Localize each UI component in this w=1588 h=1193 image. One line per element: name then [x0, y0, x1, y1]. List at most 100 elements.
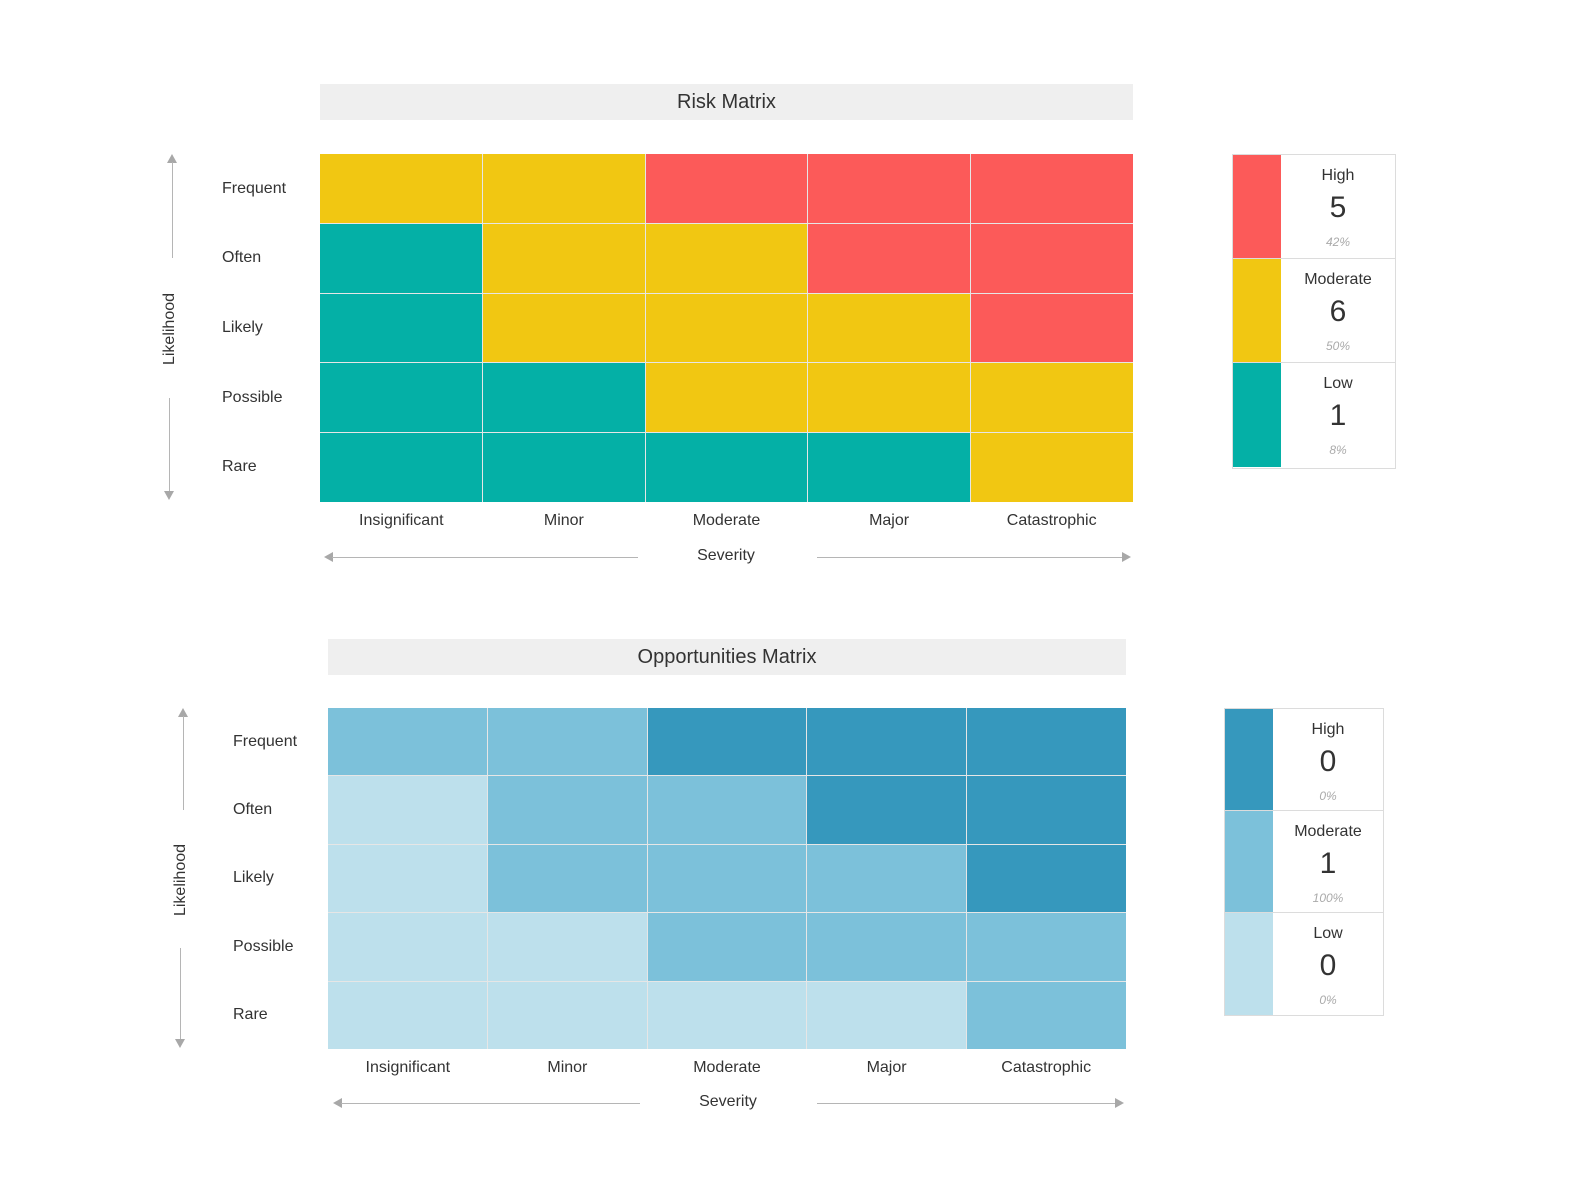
legend-count: 0 [1319, 745, 1337, 778]
legend-percent: 100% [1312, 891, 1344, 905]
legend-percent: 42% [1325, 235, 1351, 249]
matrix-cell-high [808, 154, 971, 223]
legend-swatch [1233, 259, 1281, 362]
y-tick-label: Frequent [222, 179, 287, 197]
matrix-cell-moderate [808, 293, 971, 363]
matrix-cell-high [807, 708, 967, 776]
matrix-cell-moderate [808, 363, 971, 433]
x-tick-label: Minor [547, 1059, 588, 1076]
matrix-cell-low [487, 913, 647, 981]
x-axis-arrow-line [341, 1103, 640, 1104]
matrix-cell-high [807, 776, 967, 844]
legend-item-low: Low 1 8% [1233, 363, 1395, 467]
matrix-cell-moderate [320, 154, 482, 223]
matrix-cell-low [320, 223, 482, 293]
matrix-cell-moderate [328, 708, 487, 776]
matrix-cell-high [967, 844, 1126, 913]
legend-count: 1 [1329, 399, 1347, 432]
legend-percent: 8% [1329, 443, 1347, 457]
legend-percent: 0% [1319, 993, 1337, 1007]
y-tick-label: Likely [233, 869, 274, 887]
x-tick-label: Catastrophic [1001, 1059, 1092, 1076]
legend-text: Moderate 6 50% [1281, 259, 1395, 362]
legend-text: Low 0 0% [1273, 913, 1383, 1015]
matrix-cell-moderate [487, 844, 647, 913]
y-axis-arrow-line [183, 716, 184, 810]
matrix-cell-moderate [482, 154, 645, 223]
x-axis-arrow-left-icon [324, 552, 333, 562]
matrix-cell-high [808, 223, 971, 293]
matrix-cell-moderate [645, 223, 808, 293]
legend-swatch [1225, 913, 1273, 1015]
legend-label: Low [1323, 375, 1353, 392]
y-tick-label: Often [222, 249, 262, 267]
x-axis-title: Severity [699, 1093, 757, 1110]
y-tick-label: Possible [222, 388, 283, 406]
matrix-cell-high [971, 223, 1133, 293]
x-tick-label: Minor [543, 512, 584, 529]
x-axis-arrow-line [817, 557, 1123, 558]
matrix-cell-low [808, 433, 971, 502]
matrix-cell-high [647, 708, 807, 776]
matrix-cell-low [328, 981, 487, 1049]
y-axis-arrow-line [169, 398, 170, 492]
matrix-cell-moderate [807, 844, 967, 913]
legend-percent: 50% [1325, 339, 1351, 353]
matrix-cell-high [967, 708, 1126, 776]
x-tick-label: Insignificant [359, 512, 444, 529]
x-tick-label: Major [869, 512, 910, 529]
legend-text: Moderate 1 100% [1273, 811, 1383, 912]
opportunities-matrix-grid [328, 708, 1126, 1049]
matrix-cell-low [645, 433, 808, 502]
matrix-cell-moderate [647, 844, 807, 913]
y-tick-label: Frequent [233, 733, 298, 751]
y-axis-arrow-line [180, 948, 181, 1040]
matrix-cell-low [482, 433, 645, 502]
legend-percent: 0% [1319, 789, 1337, 803]
y-axis-arrow-down-icon [175, 1039, 185, 1048]
legend-text: High 0 0% [1273, 709, 1383, 810]
matrix-cell-low [328, 776, 487, 844]
y-tick-label: Rare [222, 458, 257, 476]
legend-label: Low [1313, 925, 1343, 942]
legend-count: 1 [1319, 847, 1337, 880]
matrix-cell-moderate [967, 913, 1126, 981]
x-axis-arrow-line [332, 557, 638, 558]
x-tick-label: Insignificant [365, 1059, 451, 1076]
matrix-cell-low [482, 363, 645, 433]
legend-item-low: Low 0 0% [1225, 913, 1383, 1015]
matrix-cell-moderate [647, 776, 807, 844]
matrix-cell-moderate [967, 981, 1126, 1049]
legend-label: Moderate [1294, 823, 1362, 840]
matrix-cell-low [320, 363, 482, 433]
y-axis-title: Likelihood [161, 292, 178, 366]
x-tick-label: Moderate [693, 1059, 761, 1076]
matrix-cell-moderate [482, 223, 645, 293]
x-tick-label: Catastrophic [1006, 512, 1097, 529]
matrix-cell-low [328, 844, 487, 913]
legend-count: 6 [1329, 295, 1347, 328]
opportunities-legend: High 0 0% Moderate 1 100% Low 0 0% [1224, 708, 1384, 1016]
chart-title: Risk Matrix [320, 84, 1133, 120]
legend-item-high: High 5 42% [1233, 155, 1395, 259]
x-axis-arrow-left-icon [333, 1098, 342, 1108]
x-axis-arrow-line [817, 1103, 1116, 1104]
legend-count: 0 [1319, 949, 1337, 982]
matrix-cell-low [647, 981, 807, 1049]
legend-item-moderate: Moderate 1 100% [1225, 811, 1383, 913]
legend-swatch [1233, 155, 1281, 258]
matrix-cell-moderate [971, 433, 1133, 502]
x-axis-title: Severity [697, 547, 755, 564]
legend-swatch [1233, 363, 1281, 467]
matrix-cell-high [645, 154, 808, 223]
legend-label: High [1321, 167, 1355, 184]
matrix-cell-moderate [487, 776, 647, 844]
x-axis-arrow-right-icon [1115, 1098, 1124, 1108]
x-tick-label: Moderate [692, 512, 761, 529]
matrix-cell-moderate [971, 363, 1133, 433]
matrix-cell-low [320, 433, 482, 502]
risk-matrix-chart: Risk Matrix Frequent Often Likely Possible R… [161, 84, 1396, 564]
x-axis-arrow-right-icon [1122, 552, 1131, 562]
matrix-cell-low [487, 981, 647, 1049]
legend-text: High 5 42% [1281, 155, 1395, 258]
